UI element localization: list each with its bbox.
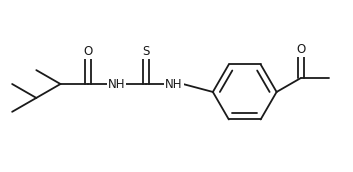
Text: S: S — [142, 45, 150, 58]
Text: NH: NH — [165, 78, 183, 90]
Text: O: O — [84, 45, 93, 58]
Text: O: O — [296, 43, 305, 56]
Text: NH: NH — [107, 78, 125, 90]
